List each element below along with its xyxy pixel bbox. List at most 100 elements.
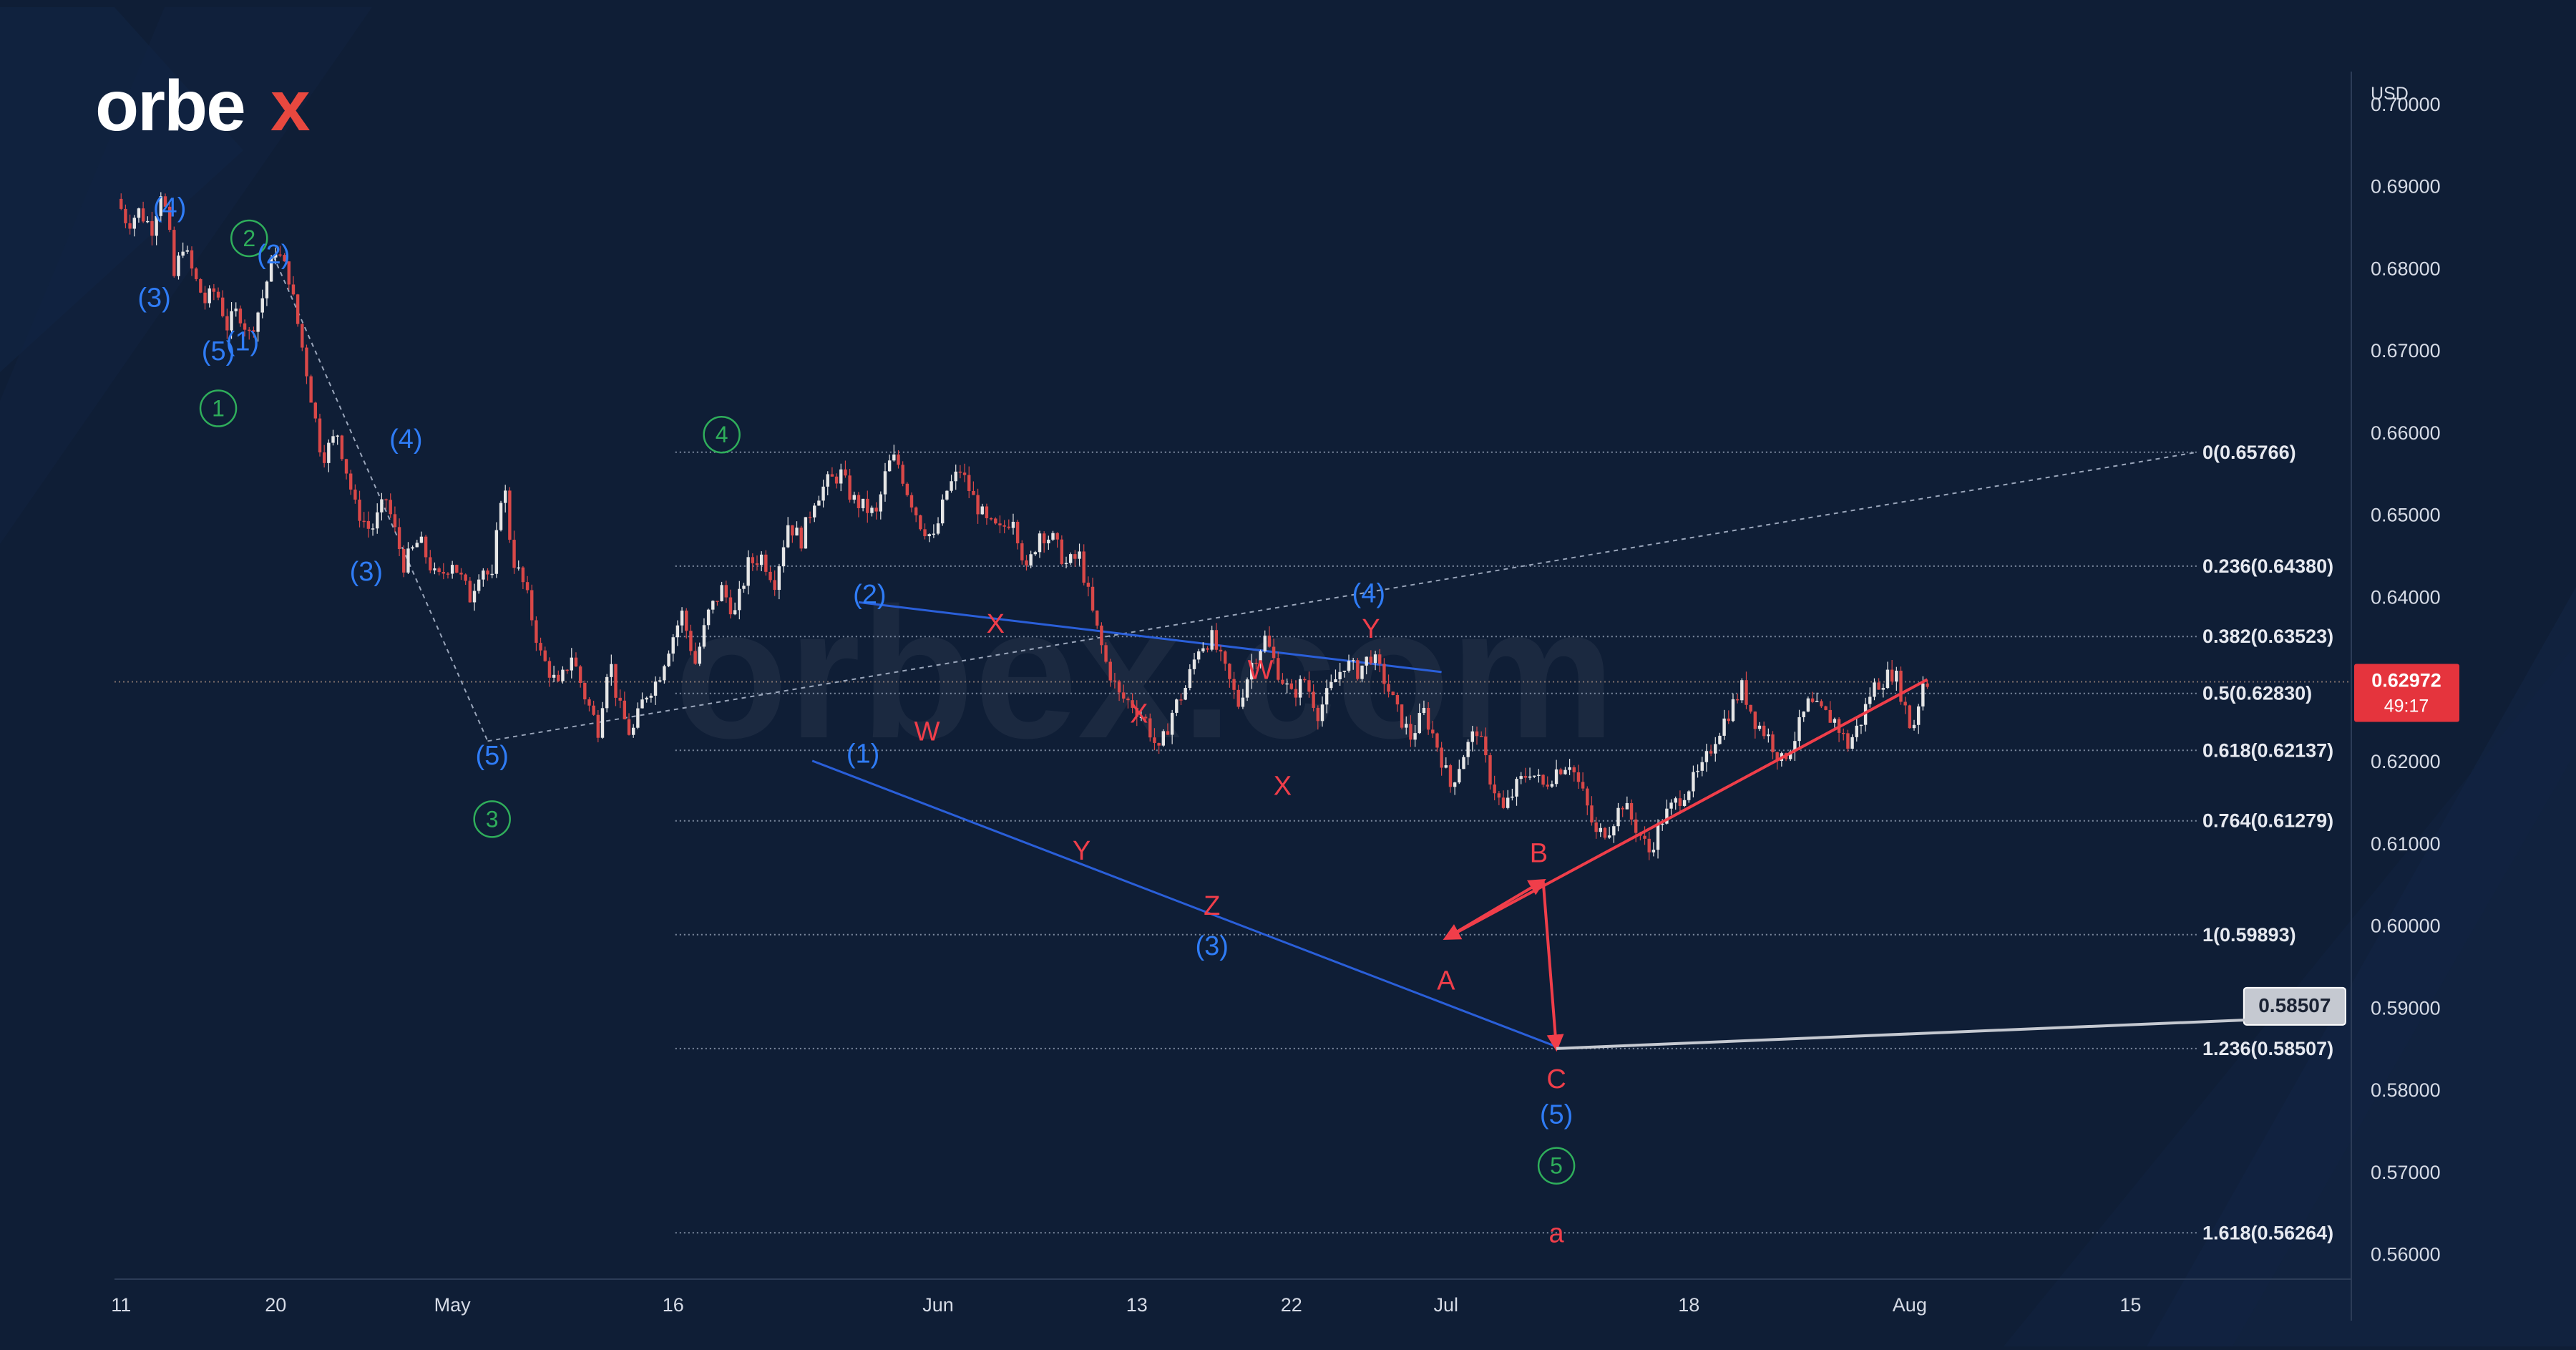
candle-body (1625, 802, 1629, 810)
candle-body (296, 294, 300, 324)
candle-body (967, 475, 971, 491)
candle-body (208, 288, 211, 303)
candle-body (1113, 680, 1117, 682)
candle-body (212, 288, 216, 292)
candle-body (1347, 661, 1351, 671)
candle-body (897, 454, 900, 465)
candle-body (1330, 681, 1333, 689)
candle-body (1669, 802, 1673, 809)
candle-body (1395, 695, 1400, 705)
candle-body (746, 557, 750, 586)
candle-body (874, 508, 878, 512)
candle-body (348, 473, 353, 490)
candle-body (1749, 704, 1752, 712)
candle-body (1678, 798, 1682, 806)
candle-body (146, 220, 150, 223)
y-tick-label: 0.57000 (2371, 1162, 2441, 1183)
candle-body (1241, 697, 1245, 707)
candle-body (742, 586, 746, 589)
candle-body (693, 651, 697, 664)
candle-body (1298, 679, 1302, 698)
candle-body (1885, 669, 1890, 689)
candle-body (923, 529, 927, 537)
candle-body (1903, 701, 1907, 706)
candle-body (1405, 724, 1408, 728)
candle-body (1038, 533, 1042, 553)
candle-body (1206, 648, 1209, 650)
candle-body (1877, 682, 1880, 690)
candle-body (1042, 533, 1046, 544)
wave-label-circle (703, 415, 741, 454)
wave-label: X (987, 609, 1005, 639)
candle-body (530, 590, 534, 621)
candle-body (1634, 819, 1638, 833)
channel-upper-line (858, 601, 1442, 674)
candle-body (1563, 769, 1567, 774)
candle-body (411, 547, 414, 549)
candle-body (1727, 718, 1730, 722)
candle-body (464, 574, 467, 581)
candle-body (344, 459, 348, 474)
y-tick-label: 0.66000 (2371, 422, 2441, 444)
candle-body (773, 580, 776, 591)
candle-body (685, 611, 688, 631)
candle-body (1899, 670, 1903, 702)
candle-body (1757, 725, 1762, 729)
candle-body (1011, 521, 1015, 528)
candle-body (786, 525, 790, 548)
wave-label: (1) (847, 739, 879, 769)
candle-body (1890, 669, 1894, 682)
candle-body (459, 573, 463, 575)
candle-body (728, 597, 733, 615)
candle-body (393, 514, 397, 528)
candle-body (1868, 696, 1872, 704)
candle-body (887, 460, 892, 472)
candle-body (1029, 554, 1033, 565)
candle-body (804, 517, 808, 549)
candle-body (1709, 751, 1713, 754)
candle-body (402, 549, 406, 573)
candle-body (866, 498, 869, 513)
currency-label: USD (2371, 84, 2409, 104)
y-tick-label: 0.56000 (2371, 1244, 2441, 1266)
candle-body (614, 664, 618, 698)
candle-body (1793, 741, 1797, 752)
candle-body (1431, 729, 1435, 734)
candle-body (150, 220, 154, 236)
logo-text: orbe (95, 66, 245, 146)
y-tick-label: 0.61000 (2371, 833, 2441, 855)
y-tick-label: 0.58000 (2371, 1079, 2441, 1101)
countdown-timer: 49:17 (2384, 696, 2429, 716)
current-price-value: 0.62972 (2371, 669, 2441, 691)
candle-body (1007, 526, 1010, 528)
candle-body (1612, 826, 1616, 836)
candle-body (429, 557, 432, 570)
candle-body (1788, 751, 1792, 759)
candle-body (733, 610, 737, 615)
candle-body (1921, 683, 1925, 706)
candle-body (631, 727, 635, 735)
candle-body (1859, 724, 1863, 727)
candle-body (954, 471, 957, 482)
candle-body (1320, 704, 1324, 722)
candle-body (1590, 805, 1594, 822)
candle-body (1550, 784, 1554, 787)
candle-body (1223, 651, 1227, 664)
candle-body (574, 657, 578, 667)
candle-body (976, 495, 980, 515)
candle-body (936, 523, 940, 534)
candle-body (839, 469, 843, 484)
wave-label: (2) (853, 580, 886, 610)
candle-body (1307, 680, 1311, 692)
candle-body (1621, 807, 1624, 810)
candle-body (702, 625, 706, 647)
wave-label: Z (1204, 891, 1220, 921)
candle-body (269, 257, 273, 282)
candle-body (1277, 658, 1280, 680)
candle-body (1802, 712, 1805, 717)
candle-body (371, 528, 375, 530)
candle-body (1365, 656, 1368, 666)
candle-body (260, 298, 264, 313)
